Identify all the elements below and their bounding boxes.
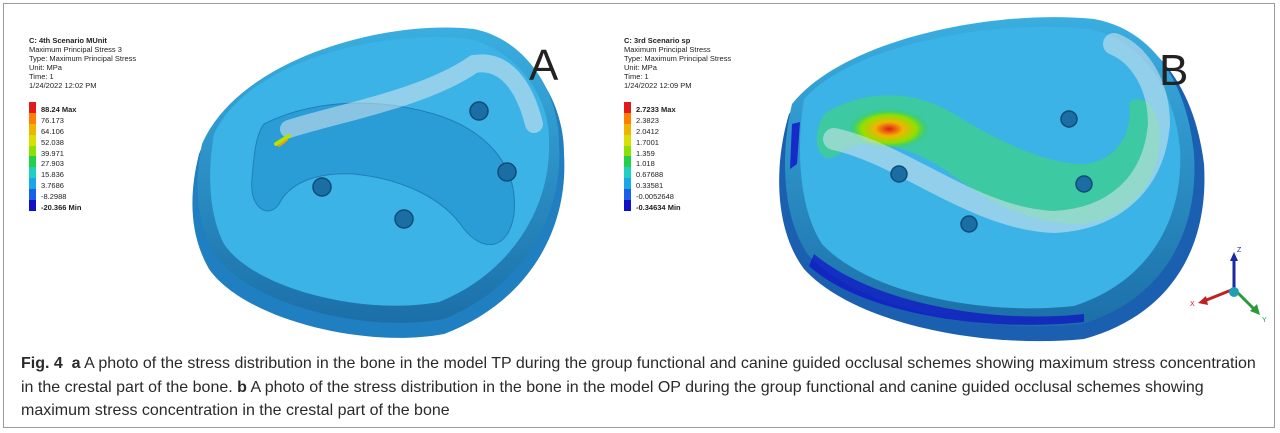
scale-label: -0.34634 Min (636, 203, 681, 213)
scale-swatch (29, 189, 36, 201)
legend-header-b: C: 3rd Scenario sp Maximum Principal Str… (624, 36, 731, 90)
scale-label: 39.971 (41, 148, 64, 158)
scale-swatch (624, 189, 631, 201)
scenario-title: C: 4th Scenario MUnit (29, 36, 107, 45)
implant-site (312, 177, 332, 197)
scale-swatch (29, 200, 36, 211)
result-unit: Unit: MPa (624, 63, 657, 72)
caption-b-text: A photo of the stress distribution in th… (21, 378, 1204, 420)
implant-site (497, 162, 517, 182)
figure-label: Fig. 4 (21, 355, 63, 372)
scale-label: 64.106 (41, 126, 64, 136)
scale-label: 0.33581 (636, 181, 664, 191)
scale-label: -0.0052648 (636, 192, 674, 202)
implant-site (890, 165, 908, 183)
scale-label: 2.0412 (636, 126, 659, 136)
scenario-title: C: 3rd Scenario sp (624, 36, 691, 45)
scale-label: 0.67688 (636, 170, 664, 180)
mandible-model-a (192, 27, 565, 338)
result-type: Type: Maximum Principal Stress (29, 54, 137, 63)
mandible-model-b: Z X Y (779, 17, 1267, 342)
scale-label: 2.3823 (636, 115, 659, 125)
caption-a-label: a (71, 355, 81, 372)
scale-label: 88.24 Max (41, 105, 77, 114)
scale-label: 3.7686 (41, 181, 64, 191)
panel-letter-a: A (529, 41, 559, 90)
figure-caption: Fig. 4 a A photo of the stress distribut… (21, 352, 1266, 423)
result-time: Time: 1 (29, 72, 54, 81)
axis-triad: Z X Y (1190, 247, 1267, 324)
scale-label: 27.903 (41, 159, 64, 169)
scale-swatch (29, 123, 36, 135)
scale-label: 2.7233 Max (636, 105, 676, 114)
panel-letter-b: B (1159, 46, 1189, 95)
axis-y-label: Y (1262, 317, 1267, 324)
implant-site (469, 101, 489, 121)
scale-swatch (624, 167, 631, 179)
scale-swatch (624, 156, 631, 168)
scale-label: 1.359 (636, 148, 655, 158)
implant-site (1075, 175, 1093, 193)
scale-swatch (624, 178, 631, 190)
scale-swatch (624, 112, 631, 124)
panel-b: Z X Y C: 3rd Scenario sp Maximum Princip… (614, 4, 1274, 344)
scale-swatch (29, 156, 36, 168)
result-date: 1/24/2022 12:09 PM (624, 81, 692, 90)
implant-site (960, 215, 978, 233)
scale-label: -20.366 Min (41, 203, 82, 213)
scale-swatch (29, 134, 36, 146)
scale-label: 76.173 (41, 115, 64, 125)
result-name: Maximum Principal Stress 3 (29, 45, 122, 54)
scale-swatch (624, 123, 631, 135)
scale-swatch (624, 102, 631, 113)
result-time: Time: 1 (624, 72, 649, 81)
scale-swatch (624, 134, 631, 146)
result-type: Type: Maximum Principal Stress (624, 54, 732, 63)
scale-swatch (29, 112, 36, 124)
implant-site (394, 209, 414, 229)
scale-swatch (29, 167, 36, 179)
caption-a-text: A photo of the stress distribution in th… (21, 355, 1256, 396)
scale-swatch (29, 102, 36, 113)
caption-b-label: b (237, 378, 247, 396)
figure-frame: C: 4th Scenario MUnit Maximum Principal … (3, 3, 1275, 428)
scale-label: 15.836 (41, 170, 64, 180)
axis-z-label: Z (1237, 247, 1242, 254)
result-unit: Unit: MPa (29, 63, 62, 72)
scale-swatch (624, 145, 631, 157)
scale-swatch (624, 200, 631, 211)
scale-label: -8.2988 (41, 192, 67, 202)
scale-label: 1.018 (636, 159, 655, 169)
legend-header-a: C: 4th Scenario MUnit Maximum Principal … (29, 36, 136, 90)
result-name: Maximum Principal Stress (624, 45, 711, 54)
axis-x-label: X (1190, 301, 1195, 308)
scale-swatch (29, 178, 36, 190)
implant-site (1060, 110, 1078, 128)
scale-label: 52.038 (41, 137, 64, 147)
panel-a: C: 4th Scenario MUnit Maximum Principal … (4, 4, 604, 344)
result-date: 1/24/2022 12:02 PM (29, 81, 97, 90)
scale-swatch (29, 145, 36, 157)
scale-label: 1.7001 (636, 137, 659, 147)
